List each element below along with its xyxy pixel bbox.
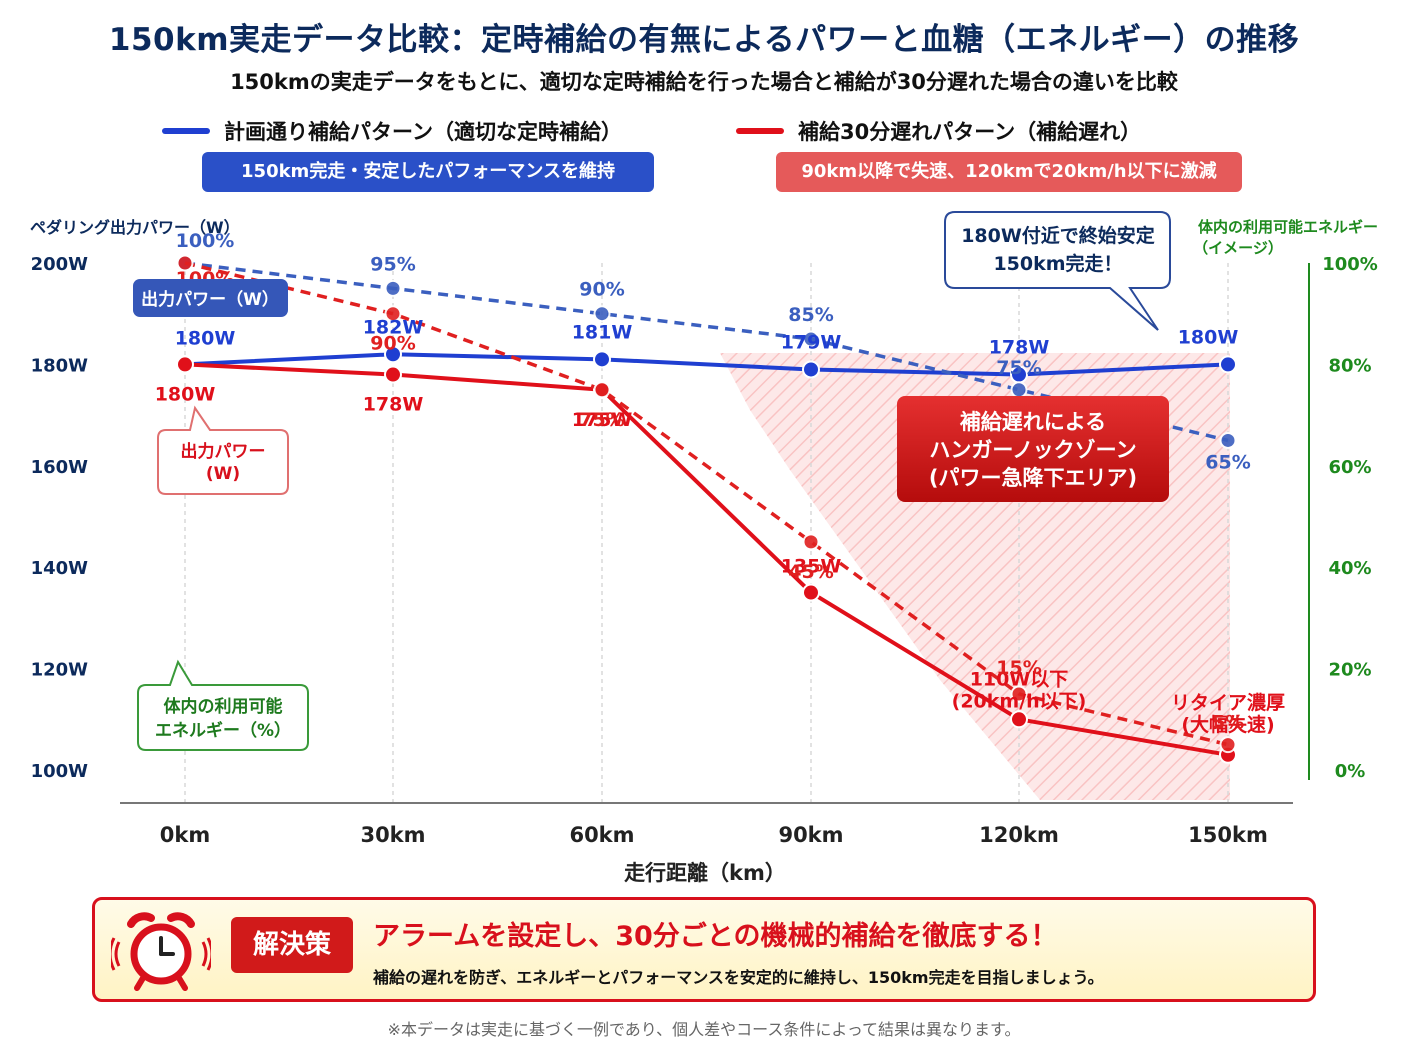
red-energy-point-3 bbox=[802, 533, 820, 551]
y-tick-left-2: 140W bbox=[31, 558, 89, 579]
y-tick-left-4: 180W bbox=[31, 355, 89, 376]
x-tick-5: 150km bbox=[1188, 823, 1268, 847]
x-tick-1: 30km bbox=[360, 823, 425, 847]
red-energy-point-0 bbox=[176, 254, 194, 272]
legend-blue-swatch bbox=[162, 128, 210, 134]
zone-label-text: 補給遅れによるハンガーノックゾーン(パワー急降下エリア) bbox=[929, 410, 1137, 490]
power-callout-box bbox=[157, 405, 289, 495]
y-tick-right-2: 40% bbox=[1328, 558, 1371, 579]
energy-callout-box bbox=[137, 659, 309, 751]
red-power-label-4: 110W以下(20km/h以下) bbox=[952, 668, 1087, 712]
red-energy-label-3: 45% bbox=[788, 561, 833, 583]
red-power-label-3: 135W bbox=[781, 556, 842, 578]
blue-power-label-0: 180W bbox=[175, 327, 236, 349]
power-tag-text: 出力パワー（W） bbox=[141, 289, 279, 310]
blue-energy-label-5: 65% bbox=[1205, 451, 1250, 473]
y-tick-right-5: 100% bbox=[1322, 254, 1378, 275]
blue-energy-point-4 bbox=[1010, 381, 1028, 399]
blue-energy-point-5 bbox=[1219, 431, 1237, 449]
blue-power-label-5: 180W bbox=[1178, 326, 1239, 348]
alarm-clock-icon bbox=[111, 912, 211, 991]
solution-badge: 解決策 bbox=[231, 917, 353, 973]
blue-power-point-5 bbox=[1219, 355, 1237, 374]
right-axis-ticks: 0% 20% 40% 60% 80% 100% bbox=[1322, 254, 1378, 782]
red-energy-line bbox=[184, 261, 1229, 747]
red-power-point-1 bbox=[384, 365, 402, 384]
red-energy-label-1: 90% bbox=[370, 333, 415, 355]
red-power-point-0 bbox=[176, 355, 194, 374]
red-power-label-2: 175W bbox=[572, 409, 633, 431]
stable-bubble-text: 180W付近で終始安定 150km完走！ bbox=[961, 224, 1155, 275]
y-tick-right-4: 80% bbox=[1328, 355, 1371, 376]
legend-blue: 計画通り補給パターン（適切な定時補給） bbox=[162, 116, 622, 146]
blue-power-point-2 bbox=[593, 350, 611, 369]
y-tick-left-0: 100W bbox=[31, 761, 89, 782]
blue-energy-line bbox=[184, 261, 1229, 443]
red-power-point-3 bbox=[802, 583, 820, 602]
x-axis-title: 走行距離（km） bbox=[624, 861, 786, 885]
left-axis-title: ペダリング出力パワー（W） bbox=[30, 218, 240, 237]
red-energy-label-4: 15% bbox=[996, 657, 1041, 679]
right-axis-title-line2: （イメージ） bbox=[1193, 239, 1283, 257]
x-tick-3: 90km bbox=[778, 823, 843, 847]
y-tick-left-3: 160W bbox=[31, 457, 89, 478]
x-tick-0: 0km bbox=[160, 823, 210, 847]
blue-energy-point-2 bbox=[593, 305, 611, 323]
legend-red: 補給30分遅れパターン（補給遅れ） bbox=[736, 116, 1141, 146]
blue-power-line bbox=[184, 352, 1229, 377]
red-power-point-4 bbox=[1010, 710, 1028, 729]
blue-energy-point-3 bbox=[802, 330, 820, 348]
legend-red-label: 補給30分遅れパターン（補給遅れ） bbox=[798, 120, 1142, 144]
page-title: 150km実走データ比較：定時補給の有無によるパワーと血糖（エネルギー）の推移 bbox=[108, 22, 1300, 58]
zone-label-box bbox=[897, 396, 1169, 502]
blue-power-point-3 bbox=[802, 360, 820, 379]
chart-series bbox=[176, 254, 1237, 764]
red-power-line bbox=[184, 362, 1229, 757]
x-tick-2: 60km bbox=[569, 823, 634, 847]
x-tick-4: 120km bbox=[979, 823, 1059, 847]
legend-blue-label: 計画通り補給パターン（適切な定時補給） bbox=[224, 120, 622, 144]
y-tick-right-1: 20% bbox=[1328, 660, 1371, 681]
red-energy-point-2 bbox=[593, 381, 611, 399]
y-tick-left-5: 200W bbox=[31, 254, 89, 275]
legend-red-swatch bbox=[736, 128, 784, 134]
blue-power-label-4: 178W bbox=[989, 337, 1050, 359]
y-tick-right-0: 0% bbox=[1335, 761, 1366, 782]
blue-energy-label-2: 90% bbox=[579, 279, 624, 301]
red-energy-point-5 bbox=[1219, 736, 1237, 754]
red-energy-label-5: 5% bbox=[1212, 712, 1244, 734]
red-energy-point-1 bbox=[384, 305, 402, 323]
power-tag-box bbox=[133, 279, 288, 317]
legend-blue-pill: 150km完走・安定したパフォーマンスを維持 bbox=[202, 152, 654, 192]
left-axis-ticks: 100W 120W 140W 160W 180W 200W bbox=[31, 254, 89, 782]
blue-power-label-3: 179W bbox=[781, 331, 842, 353]
energy-callout-text: 体内の利用可能エネルギー（%） bbox=[155, 696, 291, 741]
blue-energy-point-1 bbox=[384, 279, 402, 297]
y-tick-right-3: 60% bbox=[1328, 457, 1371, 478]
red-energy-label-2: 75% bbox=[579, 409, 624, 431]
solution-box: 解決策 アラームを設定し、30分ごとの機械的補給を徹底する！ 補給の遅れを防ぎ、… bbox=[92, 897, 1316, 1002]
line-chart: ペダリング出力パワー（W） 体内の利用可能エネルギー （イメージ） 100W 12… bbox=[30, 211, 1378, 885]
solution-text: 補給の遅れを防ぎ、エネルギーとパフォーマンスを安定的に維持し、150km完走を目… bbox=[373, 968, 1104, 987]
x-axis-ticks: 0km 30km 60km 90km 120km 150km bbox=[160, 823, 1268, 847]
blue-power-label-1: 182W bbox=[363, 316, 424, 338]
legend-red-pill: 90km以降で失速、120kmで20km/h以下に激減 bbox=[776, 152, 1242, 192]
footnote: ※本データは実走に基づく一例であり、個人差やコース条件によって結果は異なります。 bbox=[387, 1020, 1021, 1039]
red-power-label-0: 180W bbox=[155, 383, 216, 405]
stable-bubble bbox=[944, 211, 1171, 331]
right-axis-title-line1: 体内の利用可能エネルギー bbox=[1198, 218, 1378, 236]
solution-headline: アラームを設定し、30分ごとの機械的補給を徹底する！ bbox=[373, 921, 1058, 952]
page-subtitle: 150kmの実走データをもとに、適切な定時補給を行った場合と補給が30分遅れた場… bbox=[230, 70, 1178, 94]
blue-energy-label-3: 85% bbox=[788, 304, 833, 326]
blue-energy-label-0: 100% bbox=[176, 230, 235, 252]
red-energy-point-4 bbox=[1010, 685, 1028, 703]
red-power-label-5: リタイア濃厚(大幅失速) bbox=[1171, 692, 1285, 736]
blue-energy-label-1: 95% bbox=[370, 253, 415, 275]
blue-power-point-1 bbox=[384, 345, 402, 364]
blue-energy-label-4: 75% bbox=[996, 357, 1041, 379]
red-power-label-1: 178W bbox=[363, 394, 424, 416]
y-tick-left-1: 120W bbox=[31, 660, 89, 681]
power-callout-text: 出力パワー(W) bbox=[181, 441, 266, 484]
blue-power-label-2: 181W bbox=[572, 321, 633, 343]
